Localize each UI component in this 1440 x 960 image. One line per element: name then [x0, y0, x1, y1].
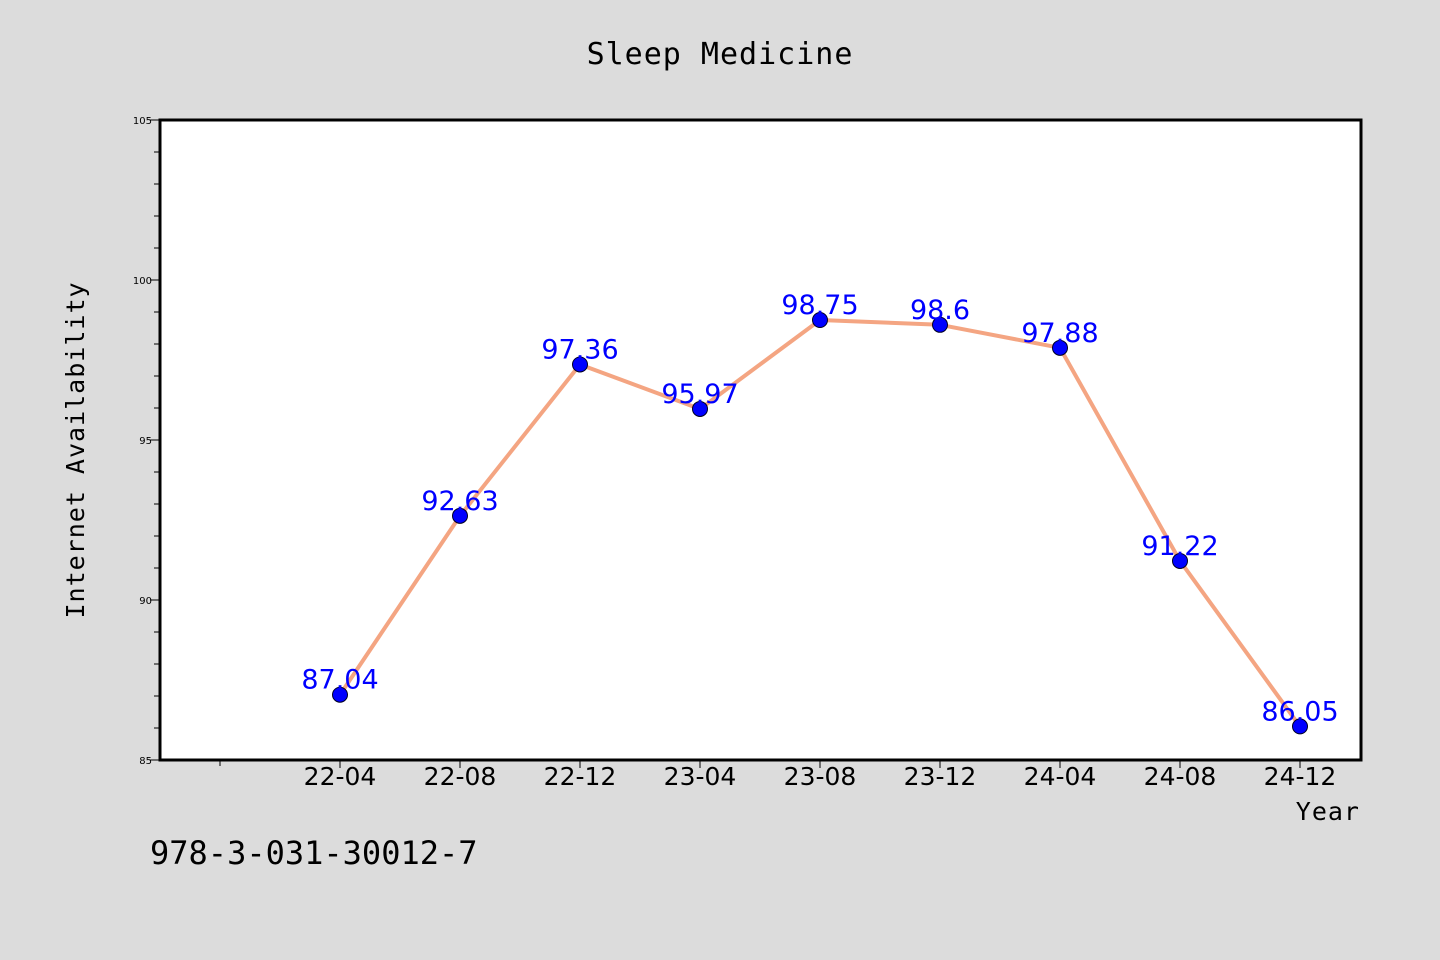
data-label: 91.22	[1141, 531, 1218, 562]
data-point-marker	[812, 312, 828, 328]
y-tick-label: 85	[139, 756, 152, 767]
x-tick-label: 23-12	[904, 762, 977, 791]
data-label: 87.04	[301, 665, 378, 696]
data-point-marker	[1052, 339, 1068, 356]
x-tick-label: 23-04	[664, 762, 737, 791]
data-labels: 87.04 92.63 97.36 95.97 98.75 98.6 97.88 91.22 8…	[301, 290, 1338, 727]
y-tick-label: 105	[133, 116, 152, 127]
data-point-marker	[572, 356, 588, 373]
data-label: 97.36	[541, 334, 618, 365]
data-point-marker	[692, 400, 708, 417]
data-label: 86.05	[1261, 696, 1338, 727]
data-label: 98.75	[781, 290, 858, 321]
data-label: 98.6	[910, 295, 970, 326]
data-point-marker	[1292, 718, 1308, 735]
data-point-marker	[332, 686, 348, 703]
data-label: 95.97	[661, 379, 738, 410]
x-tick-label: 24-12	[1264, 762, 1337, 791]
x-tick-label: 24-04	[1024, 762, 1097, 791]
data-point-marker	[452, 507, 468, 524]
series-markers	[332, 312, 1308, 735]
data-label: 97.88	[1021, 318, 1098, 349]
y-axis-label: Internet Availability	[61, 281, 90, 618]
x-axis: 22-04 22-08 22-12 23-04 23-08 23-12 24-04 24-08…	[219, 760, 1337, 791]
footer-isbn: 978-3-031-30012-7	[150, 834, 478, 872]
y-tick-label: 90	[139, 596, 152, 607]
data-label: 92.63	[421, 486, 498, 517]
x-tick-label: 22-04	[304, 762, 377, 791]
x-tick-label: 23-08	[784, 762, 857, 791]
x-tick-label: 24-08	[1144, 762, 1217, 791]
data-point-marker	[932, 316, 948, 333]
x-axis-label: Year	[1296, 797, 1360, 826]
x-tick-label: 22-08	[424, 762, 497, 791]
plot-area	[160, 120, 1361, 760]
y-tick-label: 95	[139, 436, 152, 447]
x-tick-label: 22-12	[544, 762, 617, 791]
y-tick-label: 100	[133, 276, 152, 287]
plot-frame	[158, 118, 1363, 762]
data-point-marker	[1172, 552, 1188, 569]
chart-title: Sleep Medicine	[587, 37, 854, 72]
